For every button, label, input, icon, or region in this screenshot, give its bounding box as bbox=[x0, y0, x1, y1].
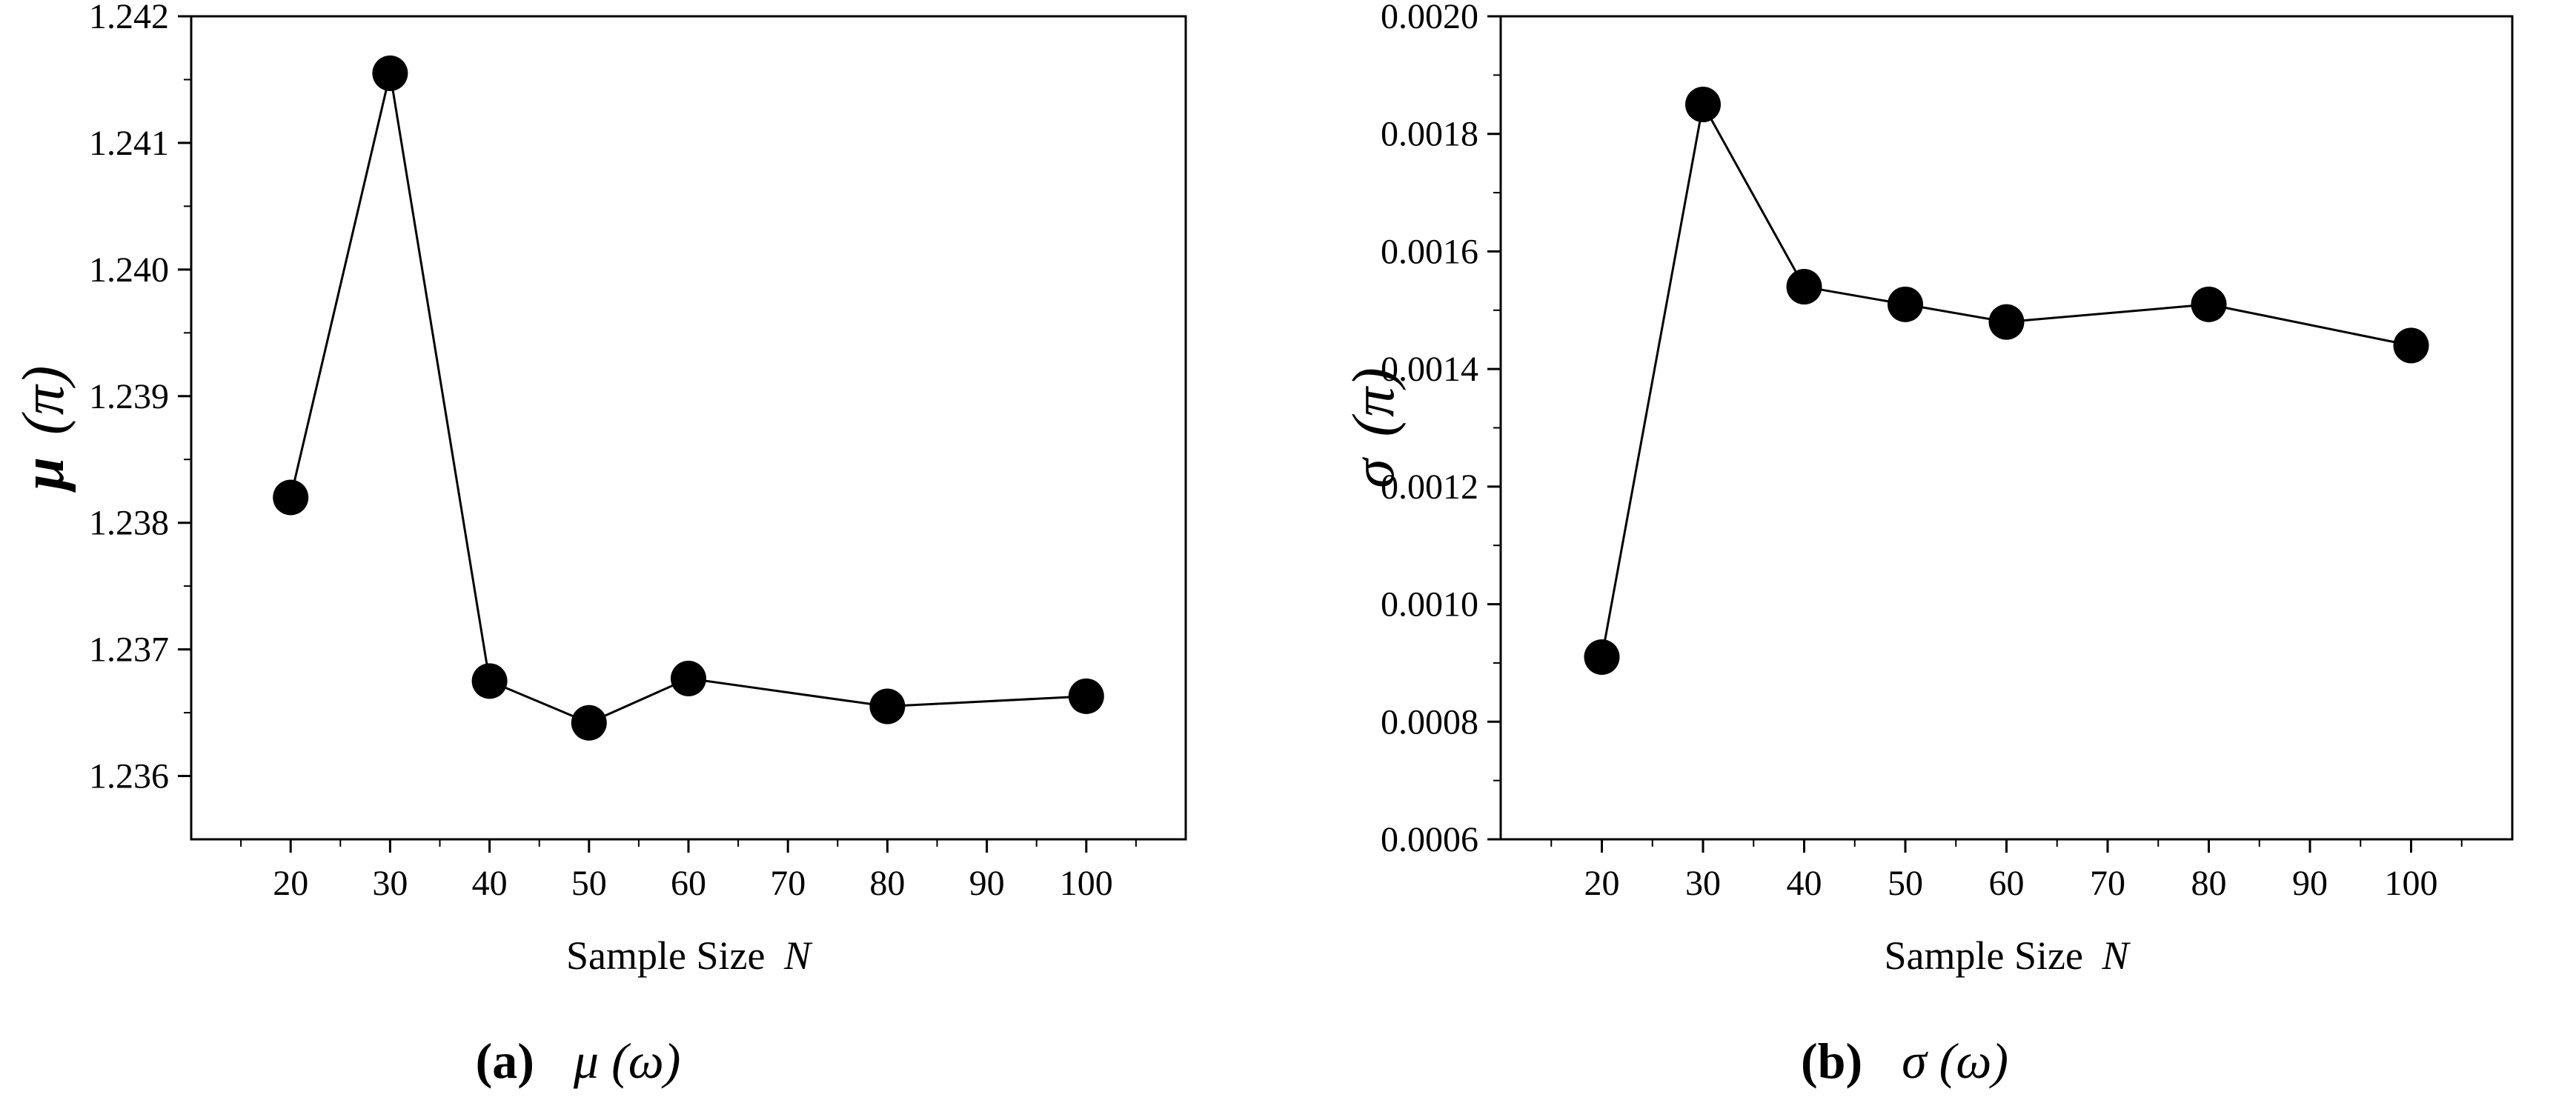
caption-a: (a) μ (ω) bbox=[476, 1033, 681, 1089]
data-point bbox=[471, 663, 508, 699]
x-tick-label: 70 bbox=[2090, 864, 2125, 903]
y-tick-label: 0.0014 bbox=[1381, 350, 1478, 389]
data-point bbox=[2393, 327, 2429, 364]
series-line bbox=[1601, 101, 2411, 658]
y-tick-label: 1.239 bbox=[89, 377, 169, 416]
y-axis-label-a: μ (π) bbox=[11, 366, 76, 493]
x-axis-label-var: N bbox=[783, 933, 813, 978]
y-axis-label-paren: (π) bbox=[1341, 367, 1407, 436]
caption-label: (a) bbox=[476, 1033, 534, 1089]
x-tick-label: 100 bbox=[1060, 864, 1113, 903]
data-point bbox=[273, 479, 309, 516]
x-tick-label: 50 bbox=[571, 864, 607, 903]
series-b bbox=[1584, 87, 2429, 675]
y-tick-label: 1.236 bbox=[89, 757, 169, 796]
y-tick-label: 1.238 bbox=[89, 504, 169, 543]
y-tick-label: 0.0020 bbox=[1381, 0, 1478, 36]
y-axis-label-symbol: σ bbox=[1341, 457, 1407, 488]
caption-symbol: σ bbox=[1902, 1033, 1928, 1089]
data-point bbox=[1988, 304, 2025, 340]
y-tick-label: 0.0008 bbox=[1381, 702, 1478, 742]
y-tick-label: 1.240 bbox=[89, 250, 169, 290]
x-tick-label: 90 bbox=[2292, 864, 2328, 903]
data-point bbox=[1786, 269, 1822, 305]
y-axis-label-symbol: μ bbox=[11, 457, 76, 493]
x-tick-label: 70 bbox=[770, 864, 806, 903]
x-tick-label: 100 bbox=[2385, 864, 2438, 903]
plot-frame-b bbox=[1499, 15, 2514, 841]
caption-arg: (ω) bbox=[611, 1033, 680, 1089]
x-axis-label-text: Sample Size bbox=[1885, 933, 2083, 978]
x-tick-label: 30 bbox=[1685, 864, 1721, 903]
y-tick-label: 1.241 bbox=[89, 124, 169, 163]
x-axis-label-b: Sample Size N bbox=[1885, 933, 2131, 978]
data-point bbox=[869, 688, 906, 724]
y-axis-label-b: σ (π) bbox=[1341, 367, 1407, 488]
x-tick-label: 80 bbox=[2191, 864, 2227, 903]
y-tick-label: 0.0012 bbox=[1381, 467, 1478, 507]
chart-b: 20 30 40 50 60 70 80 90 100 0.00060.00080.00100.… bbox=[1341, 0, 2514, 1089]
x-tick-label: 60 bbox=[671, 864, 706, 903]
chart-a: 20 30 40 50 60 70 80 90 100 1.236 1.237 1.238 1.239… bbox=[11, 0, 1187, 1089]
x-tick-label: 20 bbox=[273, 864, 308, 903]
x-tick-label: 90 bbox=[969, 864, 1005, 903]
data-point bbox=[1584, 639, 1620, 675]
y-tick-label: 0.0010 bbox=[1381, 585, 1478, 624]
x-axis-label-var: N bbox=[2101, 933, 2131, 978]
x-tick-label: 60 bbox=[1989, 864, 2025, 903]
data-point bbox=[2191, 286, 2227, 322]
x-ticks-b: 20 30 40 50 60 70 80 90 100 bbox=[1550, 839, 2463, 903]
data-point bbox=[1685, 87, 1721, 123]
x-axis-label-text: Sample Size bbox=[566, 933, 765, 978]
x-tick-label: 50 bbox=[1888, 864, 1923, 903]
x-tick-label: 40 bbox=[1787, 864, 1822, 903]
y-tick-label: 0.0016 bbox=[1381, 232, 1478, 271]
y-ticks-b: 0.0006 0.0008 0.0010 0.0012 0.0014 0.0016 0.00… bbox=[1381, 0, 1501, 859]
x-ticks-a: 20 30 40 50 60 70 80 90 100 bbox=[240, 839, 1137, 903]
y-tick-label: 1.237 bbox=[89, 630, 169, 670]
caption-label: (b) bbox=[1801, 1033, 1862, 1089]
caption-arg: (ω) bbox=[1939, 1033, 2008, 1089]
data-point bbox=[671, 660, 706, 696]
x-tick-label: 80 bbox=[869, 864, 905, 903]
data-point bbox=[571, 704, 607, 741]
data-point bbox=[1888, 286, 1923, 322]
series-a bbox=[273, 55, 1104, 741]
y-tick-label: 0.0006 bbox=[1381, 820, 1478, 859]
data-point bbox=[372, 55, 408, 91]
caption-symbol: μ bbox=[573, 1033, 599, 1089]
y-tick-label: 0.0018 bbox=[1381, 115, 1478, 154]
x-tick-label: 30 bbox=[372, 864, 408, 903]
x-axis-label-a: Sample Size N bbox=[566, 933, 813, 978]
data-point bbox=[1068, 678, 1104, 714]
caption-b: (b) σ (ω) bbox=[1801, 1033, 2008, 1089]
plot-frame-a bbox=[190, 15, 1187, 841]
y-tick-label: 1.242 bbox=[89, 0, 169, 36]
x-tick-label: 20 bbox=[1584, 864, 1620, 903]
y-ticks-a: 1.236 1.237 1.238 1.239 1.240 1.241 1.242 bbox=[89, 0, 191, 796]
series-line bbox=[289, 73, 1086, 724]
y-axis-label-paren: (π) bbox=[11, 366, 76, 435]
x-tick-label: 40 bbox=[472, 864, 508, 903]
